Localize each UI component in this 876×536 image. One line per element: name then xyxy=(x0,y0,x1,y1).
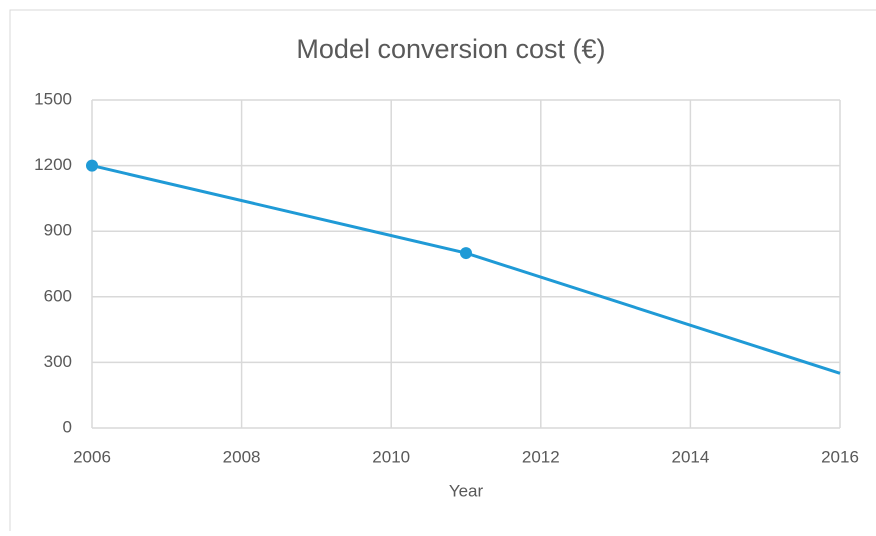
x-tick-label: 2016 xyxy=(821,447,859,466)
chart-title: Model conversion cost (€) xyxy=(296,34,605,64)
y-tick-label: 1500 xyxy=(34,89,72,108)
y-tick-label: 0 xyxy=(63,417,72,436)
x-axis-label: Year xyxy=(449,481,484,500)
line xyxy=(91,164,841,375)
y-tick-label: 900 xyxy=(44,221,72,240)
y-tick-label: 300 xyxy=(44,352,72,371)
x-tick-label: 2012 xyxy=(522,447,560,466)
point xyxy=(460,247,472,260)
x-tick-label: 2010 xyxy=(372,447,410,466)
y-tick-label: 1200 xyxy=(34,155,72,174)
chart-border xyxy=(9,9,876,536)
y-tick-label: 600 xyxy=(44,286,72,305)
x-tick-label: 2008 xyxy=(223,447,261,466)
point xyxy=(86,159,98,172)
x-tick-label: 2006 xyxy=(73,447,111,466)
x-tick-label: 2014 xyxy=(671,447,709,466)
